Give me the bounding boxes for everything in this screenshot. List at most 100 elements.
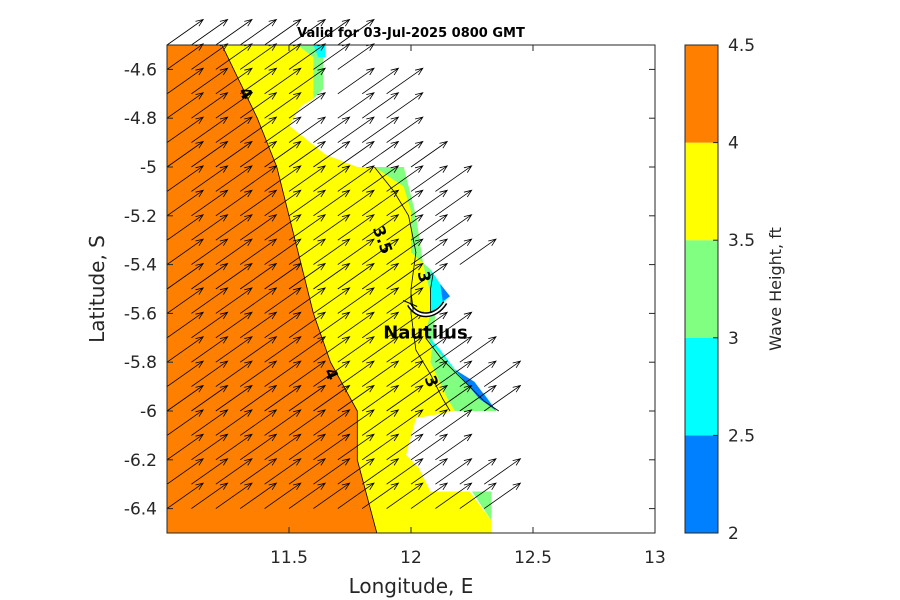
wave-vector-arrow xyxy=(337,482,375,509)
station-label: Nautilus xyxy=(383,323,468,344)
wave-vector-arrow xyxy=(459,384,497,412)
wave-vector-arrow xyxy=(288,140,327,168)
colorbar-swatch xyxy=(685,435,718,533)
wave-vector-arrow xyxy=(215,116,253,143)
wave-vector-arrow xyxy=(264,262,302,290)
wave-vector-arrow xyxy=(337,116,375,143)
y-tick-label: -6.2 xyxy=(124,451,157,471)
y-tick-label: -4.6 xyxy=(124,60,157,80)
wave-vector-arrow xyxy=(239,458,278,485)
wave-vector-arrow xyxy=(337,409,375,436)
wave-vector-arrow xyxy=(191,214,229,241)
wave-vector-arrow xyxy=(288,116,327,143)
wave-vector-arrow xyxy=(410,409,449,436)
x-tick-label: 12.5 xyxy=(514,548,552,568)
wave-vector-arrow xyxy=(313,360,351,387)
wave-vector-arrow xyxy=(264,189,302,217)
colorbar-tick-label: 3.5 xyxy=(728,231,755,251)
wave-vector-arrow xyxy=(239,482,278,509)
wave-vector-arrow xyxy=(288,384,327,412)
colorbar-tick-label: 2 xyxy=(728,524,739,544)
wave-vector-arrow xyxy=(459,482,497,509)
y-tick-label: -5.4 xyxy=(124,256,157,276)
wave-vector-arrow xyxy=(215,360,253,387)
wave-vector-arrow xyxy=(459,336,497,363)
wave-vector-arrow xyxy=(459,360,497,387)
wave-vector-arrow xyxy=(166,214,205,241)
wave-vector-arrow xyxy=(410,214,449,241)
wave-vector-arrow xyxy=(239,336,278,363)
x-tick-label: 11.5 xyxy=(270,548,308,568)
wave-vector-arrow xyxy=(191,140,229,168)
wave-vector-arrow xyxy=(483,458,522,485)
contour-band xyxy=(472,491,492,521)
wave-vector-arrow xyxy=(166,336,205,363)
wave-vector-arrow xyxy=(337,214,375,241)
wave-vector-arrow xyxy=(361,458,400,485)
wave-vector-arrow xyxy=(239,238,278,265)
wave-vector-arrow xyxy=(166,360,205,387)
wave-vector-arrow xyxy=(410,336,449,363)
wave-vector-arrow xyxy=(435,336,473,363)
station-layer: Nautilus xyxy=(383,294,468,344)
wave-vector-arrow xyxy=(337,458,375,485)
wave-vector-arrow xyxy=(239,360,278,387)
wave-vector-arrow xyxy=(191,189,229,217)
wave-vector-arrow xyxy=(410,433,449,461)
wave-vector-arrow xyxy=(239,287,278,314)
wave-vector-arrow xyxy=(410,165,449,192)
contour-band xyxy=(454,369,497,411)
wave-vector-arrow xyxy=(288,458,327,485)
wave-vector-arrow xyxy=(239,262,278,290)
wave-vector-arrow xyxy=(386,140,424,168)
wave-vector-arrow xyxy=(191,311,229,339)
wave-vector-arrow xyxy=(264,409,302,436)
wave-vector-arrow xyxy=(215,214,253,241)
wave-vector-arrow xyxy=(361,287,400,314)
wave-vector-arrow xyxy=(288,482,327,509)
contour-line xyxy=(430,274,434,314)
x-axis-title: Longitude, E xyxy=(349,574,474,598)
wave-vector-arrow xyxy=(215,458,253,485)
wave-vector-arrow xyxy=(166,140,205,168)
wave-vector-arrow xyxy=(483,482,522,509)
wave-vector-arrow xyxy=(361,165,400,192)
colorbar: 2 2.5 3 3.5 4 4.5 xyxy=(684,36,755,544)
wave-vector-arrow xyxy=(386,238,424,265)
wave-vector-arrow xyxy=(215,18,253,46)
wave-vector-arrow xyxy=(191,384,229,412)
contour-band xyxy=(430,269,450,314)
wave-vector-arrow xyxy=(239,67,278,95)
wave-vector-arrow xyxy=(337,238,375,265)
wave-vector-arrow xyxy=(264,116,302,143)
wave-vector-arrow xyxy=(166,238,205,265)
wave-vector-arrow xyxy=(264,287,302,314)
wave-vector-arrow xyxy=(361,116,400,143)
wave-vector-arrow xyxy=(166,433,205,461)
colorbar-swatch xyxy=(685,337,718,436)
y-axis-title: Latitude, S xyxy=(85,235,109,343)
wave-vector-arrow xyxy=(337,92,375,119)
wave-vector-arrow xyxy=(361,433,400,461)
wave-vector-arrow xyxy=(313,140,351,168)
wave-vector-arrow xyxy=(215,384,253,412)
wave-vector-arrow xyxy=(239,311,278,339)
wave-vector-arrow xyxy=(361,384,400,412)
wave-vector-arrow xyxy=(313,214,351,241)
y-tick-label: -5.8 xyxy=(124,353,157,373)
wave-vector-arrow xyxy=(264,67,302,95)
wave-vector-arrow xyxy=(215,238,253,265)
x-tick-label: 13 xyxy=(644,548,666,568)
wave-vector-arrow xyxy=(386,433,424,461)
wave-vector-arrow xyxy=(264,336,302,363)
wave-vector-arrow xyxy=(361,92,400,119)
wave-vector-arrow xyxy=(483,384,522,412)
wave-vector-arrow xyxy=(410,360,449,387)
wave-vector-arrow xyxy=(215,336,253,363)
wave-vector-arrow xyxy=(215,287,253,314)
wave-vector-arrow xyxy=(313,458,351,485)
wave-vector-arrow xyxy=(410,140,449,168)
wave-vector-arrow xyxy=(239,116,278,143)
wave-vector-arrow xyxy=(166,458,205,485)
wave-vector-layer xyxy=(166,18,522,509)
